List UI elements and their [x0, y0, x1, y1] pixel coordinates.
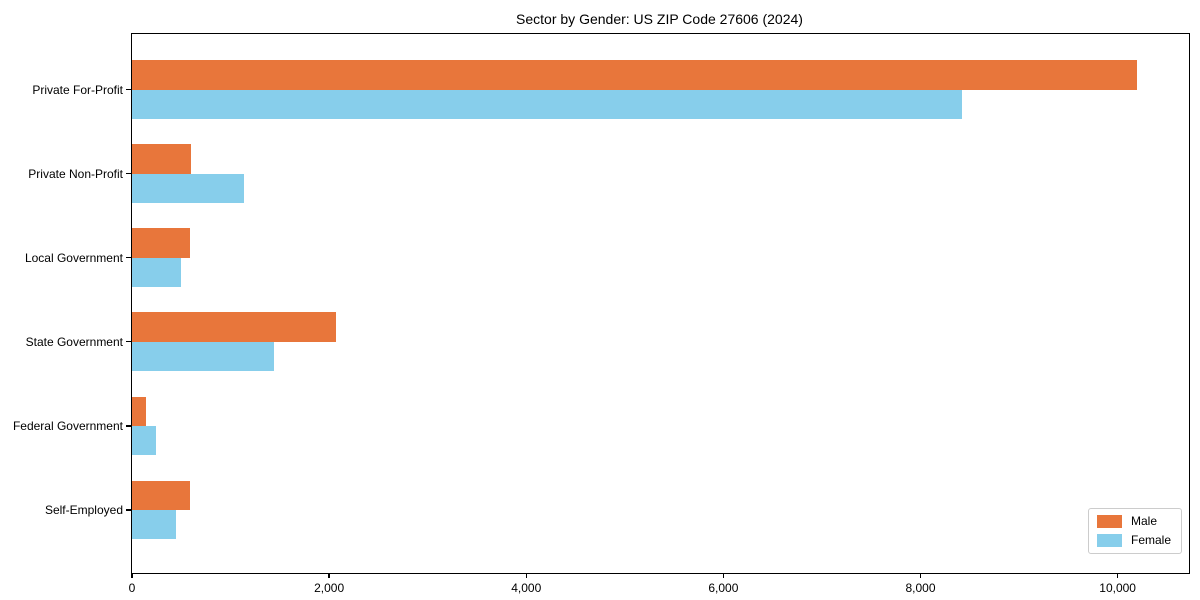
bar-male — [132, 144, 192, 174]
y-tick-mark — [125, 257, 131, 259]
legend-swatch-female — [1096, 534, 1122, 547]
plot-area: Private For-Profit Private Non-Profit Loca… — [13, 33, 1190, 595]
x-tick-mark — [328, 573, 330, 578]
x-tick-mark — [722, 573, 725, 578]
bar-male — [132, 228, 191, 258]
y-tick-label: Federal Government — [12, 418, 123, 433]
bar-female — [132, 257, 182, 288]
x-tick-mark — [525, 573, 527, 578]
x-tick-mark — [131, 573, 133, 578]
y-tick-label: Self-Employed — [44, 503, 123, 517]
bar-male — [132, 312, 337, 342]
x-tick-label: 6,000 — [708, 581, 739, 595]
x-tick-mark — [1116, 573, 1119, 578]
y-tick-mark — [125, 425, 131, 427]
y-tick-label: Private For-Profit — [32, 82, 123, 97]
y-tick-mark — [125, 341, 131, 343]
x-tick-label: 8,000 — [905, 581, 936, 595]
legend-label: Male — [1130, 514, 1157, 528]
x-tick-label: 2,000 — [314, 581, 345, 595]
bar-female — [132, 173, 245, 204]
y-tick-mark — [125, 173, 131, 175]
legend-entry-female: Female — [1096, 533, 1171, 547]
x-tick-label: 0 — [128, 581, 136, 595]
bar-female — [132, 425, 157, 456]
x-tick-label: 4,000 — [511, 581, 542, 595]
bar-male — [132, 396, 147, 426]
legend: Male Female — [1087, 508, 1182, 554]
x-tick-label: 10,000 — [1099, 581, 1136, 595]
bar-female — [132, 341, 275, 372]
y-tick-label: Local Government — [24, 250, 123, 265]
chart-title: Sector by Gender: US ZIP Code 27606 (202… — [516, 11, 803, 27]
x-tick-mark — [919, 573, 922, 578]
legend-swatch-male — [1096, 515, 1122, 528]
legend-label: Female — [1130, 533, 1171, 547]
bar-female — [132, 510, 177, 540]
y-tick-mark — [125, 88, 131, 91]
y-tick-mark — [125, 509, 131, 511]
legend-entry-male: Male — [1096, 514, 1171, 528]
bar-male — [132, 60, 1138, 90]
bar-female — [132, 89, 962, 119]
y-tick-label: Private Non-Profit — [28, 166, 123, 181]
bar-male — [132, 480, 191, 510]
y-tick-label: State Government — [25, 334, 123, 349]
